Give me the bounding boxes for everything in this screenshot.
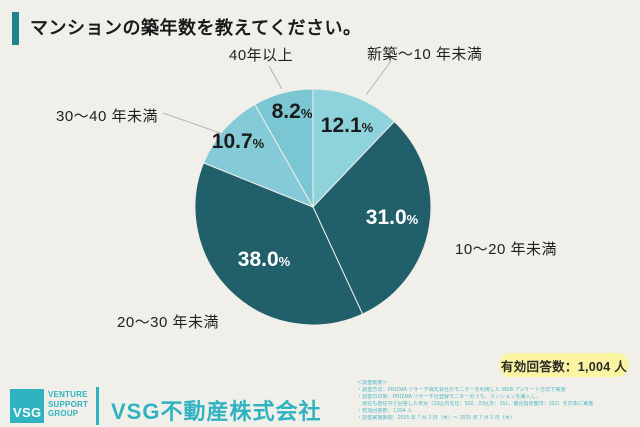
leader-line-30-40 [162, 112, 224, 135]
pie-value-over40: 8.2% [271, 100, 313, 123]
pie-slice-0 [312, 88, 396, 209]
leader-line-new-to-10 [365, 60, 392, 96]
title-block: マンションの築年数を教えてください。 [12, 12, 362, 45]
pie-value-10-20: 31.0% [365, 206, 419, 229]
pie-slices [194, 88, 432, 326]
logo-subtext-line: VENTURE [48, 390, 88, 399]
logo-subtext-line: SUPPORT [48, 399, 89, 409]
pie-slice-2 [194, 162, 364, 326]
vsg-logo-subtext: VENTURE SUPPORT GROUP [48, 390, 88, 419]
pie-slice-3 [202, 103, 315, 208]
footer-divider [96, 387, 99, 425]
leader-line-over40 [268, 65, 283, 90]
survey-notes-line: ・調査実施期間：2025 年 7 月 2 日（水）～ 2025 年 7 月 3 … [357, 415, 516, 421]
title-accent-bar [12, 12, 19, 45]
logo-subtext-line: GROUP [48, 409, 79, 418]
pie-value-30-40: 10.7% [211, 130, 265, 153]
survey-notes-heading: ＜調査概要＞ [357, 380, 388, 386]
pie-label-20-30: 20～30 年未満 [117, 314, 220, 331]
pie-label-10-20: 10～20 年未満 [455, 241, 558, 258]
pie-label-new-to-10: 新築～10 年未満 [367, 46, 483, 63]
pie-slice-4 [254, 88, 314, 209]
company-name: VSG不動産株式会社 [111, 399, 322, 424]
pie-label-over40: 40年以上 [229, 47, 294, 64]
vsg-logo: VSG [10, 389, 44, 423]
pie-label-30-40: 30～40 年未満 [56, 108, 159, 125]
pie-value-new-to-10: 12.1% [320, 114, 374, 137]
survey-notes: ＜調査概要＞ ・調査方法：PRIZMA リサーチ株式会社のモニターを利用した W… [357, 380, 637, 422]
pie-slice-1 [312, 120, 432, 315]
vsg-logo-text: VSG [13, 405, 42, 420]
page-title: マンションの築年数を教えてください。 [30, 18, 362, 38]
valid-responses-badge: 有効回答数：1,004 人 [499, 353, 629, 377]
survey-notes-line: ・調査の対象：PRIZMA リサーチ社登録モニターのうち、マンションを購入し、 [357, 394, 541, 400]
survey-notes-line: 現在も居住中と回答した男女（23区内在住：502、23区外：251、複合指定都市… [357, 401, 594, 407]
pie-value-20-30: 38.0% [237, 248, 291, 271]
survey-notes-line: ・調査方法：PRIZMA リサーチ株式会社のモニターを利用した WEB アンケー… [357, 387, 566, 393]
survey-notes-line: ・有効回答数：1,004 人 [357, 408, 413, 414]
